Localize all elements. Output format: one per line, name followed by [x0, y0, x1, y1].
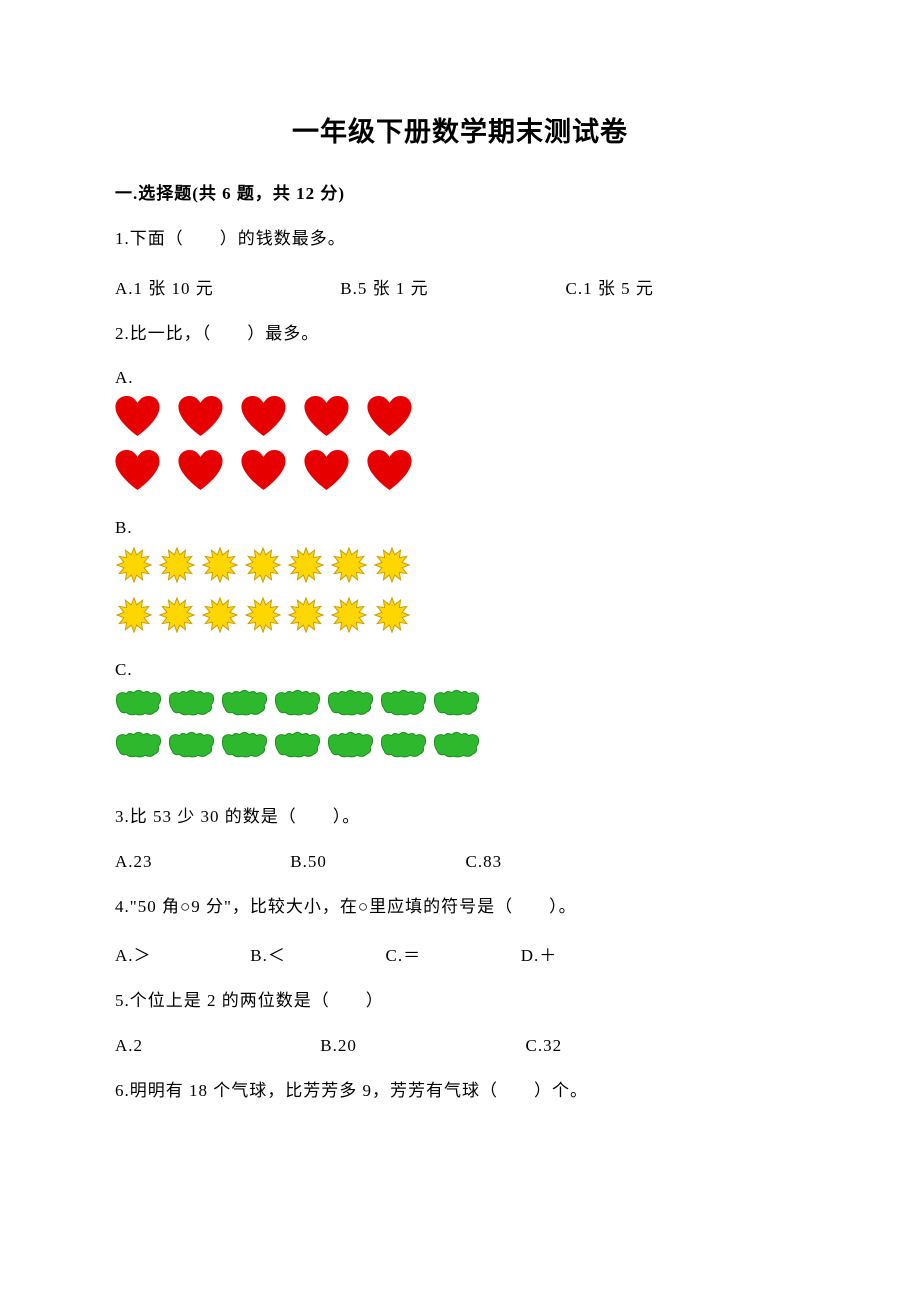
section-header: 一.选择题(共 6 题，共 12 分): [115, 179, 805, 204]
sun-icon: [373, 596, 411, 634]
sun-icon: [158, 596, 196, 634]
q3-option-c: C.83: [466, 852, 503, 872]
icon-row: [115, 450, 805, 496]
leaf-icon: [433, 688, 480, 716]
question-1-options: A.1 张 10 元 B.5 张 1 元 C.1 张 5 元: [115, 274, 805, 299]
heart-icon: [115, 450, 160, 490]
q4-option-c: C.＝: [386, 941, 516, 966]
q5-option-b: B.20: [320, 1036, 520, 1056]
q2-option-b-icons: [115, 546, 805, 638]
question-4: 4."50 角○9 分"，比较大小，在○里应填的符号是（ ）。: [115, 894, 805, 920]
heart-icon: [241, 396, 286, 436]
sun-icon: [201, 546, 239, 584]
q5-option-a: A.2: [115, 1036, 315, 1056]
q5-option-c: C.32: [526, 1036, 563, 1056]
q1-option-c: C.1 张 5 元: [566, 274, 654, 299]
question-5: 5.个位上是 2 的两位数是（ ）: [115, 988, 805, 1014]
sun-icon: [115, 546, 153, 584]
heart-icon: [304, 396, 349, 436]
leaf-icon: [115, 688, 162, 716]
question-1: 1.下面（ ）的钱数最多。: [115, 226, 805, 252]
icon-row: [115, 596, 805, 638]
heart-icon: [367, 450, 412, 490]
q1-option-a: A.1 张 10 元: [115, 274, 335, 299]
question-5-options: A.2 B.20 C.32: [115, 1036, 805, 1056]
heart-icon: [178, 396, 223, 436]
q3-option-b: B.50: [290, 852, 460, 872]
question-2: 2.比一比，（ ）最多。: [115, 321, 805, 347]
sun-icon: [373, 546, 411, 584]
q3-option-a: A.23: [115, 852, 285, 872]
heart-icon: [241, 450, 286, 490]
leaf-icon: [221, 688, 268, 716]
q2-label-c: C.: [115, 660, 805, 680]
q2-label-a: A.: [115, 368, 805, 388]
page-title: 一年级下册数学期末测试卷: [115, 110, 805, 149]
leaf-icon: [380, 730, 427, 758]
sun-icon: [244, 546, 282, 584]
q2-label-b: B.: [115, 518, 805, 538]
icon-row: [115, 730, 805, 764]
leaf-icon: [433, 730, 480, 758]
leaf-icon: [115, 730, 162, 758]
sun-icon: [330, 596, 368, 634]
q1-option-b: B.5 张 1 元: [340, 274, 560, 299]
question-3-options: A.23 B.50 C.83: [115, 852, 805, 872]
leaf-icon: [327, 688, 374, 716]
leaf-icon: [168, 730, 215, 758]
heart-icon: [367, 396, 412, 436]
leaf-icon: [274, 688, 321, 716]
heart-icon: [178, 450, 223, 490]
sun-icon: [287, 596, 325, 634]
sun-icon: [244, 596, 282, 634]
q4-option-a: A.＞: [115, 941, 245, 966]
sun-icon: [330, 546, 368, 584]
icon-row: [115, 688, 805, 722]
question-4-options: A.＞ B.＜ C.＝ D.＋: [115, 941, 805, 966]
q2-option-a-icons: [115, 396, 805, 496]
q4-option-b: B.＜: [250, 941, 380, 966]
question-3: 3.比 53 少 30 的数是（ ）。: [115, 804, 805, 830]
heart-icon: [304, 450, 349, 490]
leaf-icon: [274, 730, 321, 758]
sun-icon: [158, 546, 196, 584]
heart-icon: [115, 396, 160, 436]
q2-option-c-icons: [115, 688, 805, 764]
leaf-icon: [327, 730, 374, 758]
icon-row: [115, 396, 805, 442]
leaf-icon: [168, 688, 215, 716]
leaf-icon: [380, 688, 427, 716]
sun-icon: [287, 546, 325, 584]
sun-icon: [201, 596, 239, 634]
q4-option-d: D.＋: [521, 941, 558, 966]
icon-row: [115, 546, 805, 588]
leaf-icon: [221, 730, 268, 758]
question-6: 6.明明有 18 个气球，比芳芳多 9，芳芳有气球（ ）个。: [115, 1078, 805, 1104]
sun-icon: [115, 596, 153, 634]
